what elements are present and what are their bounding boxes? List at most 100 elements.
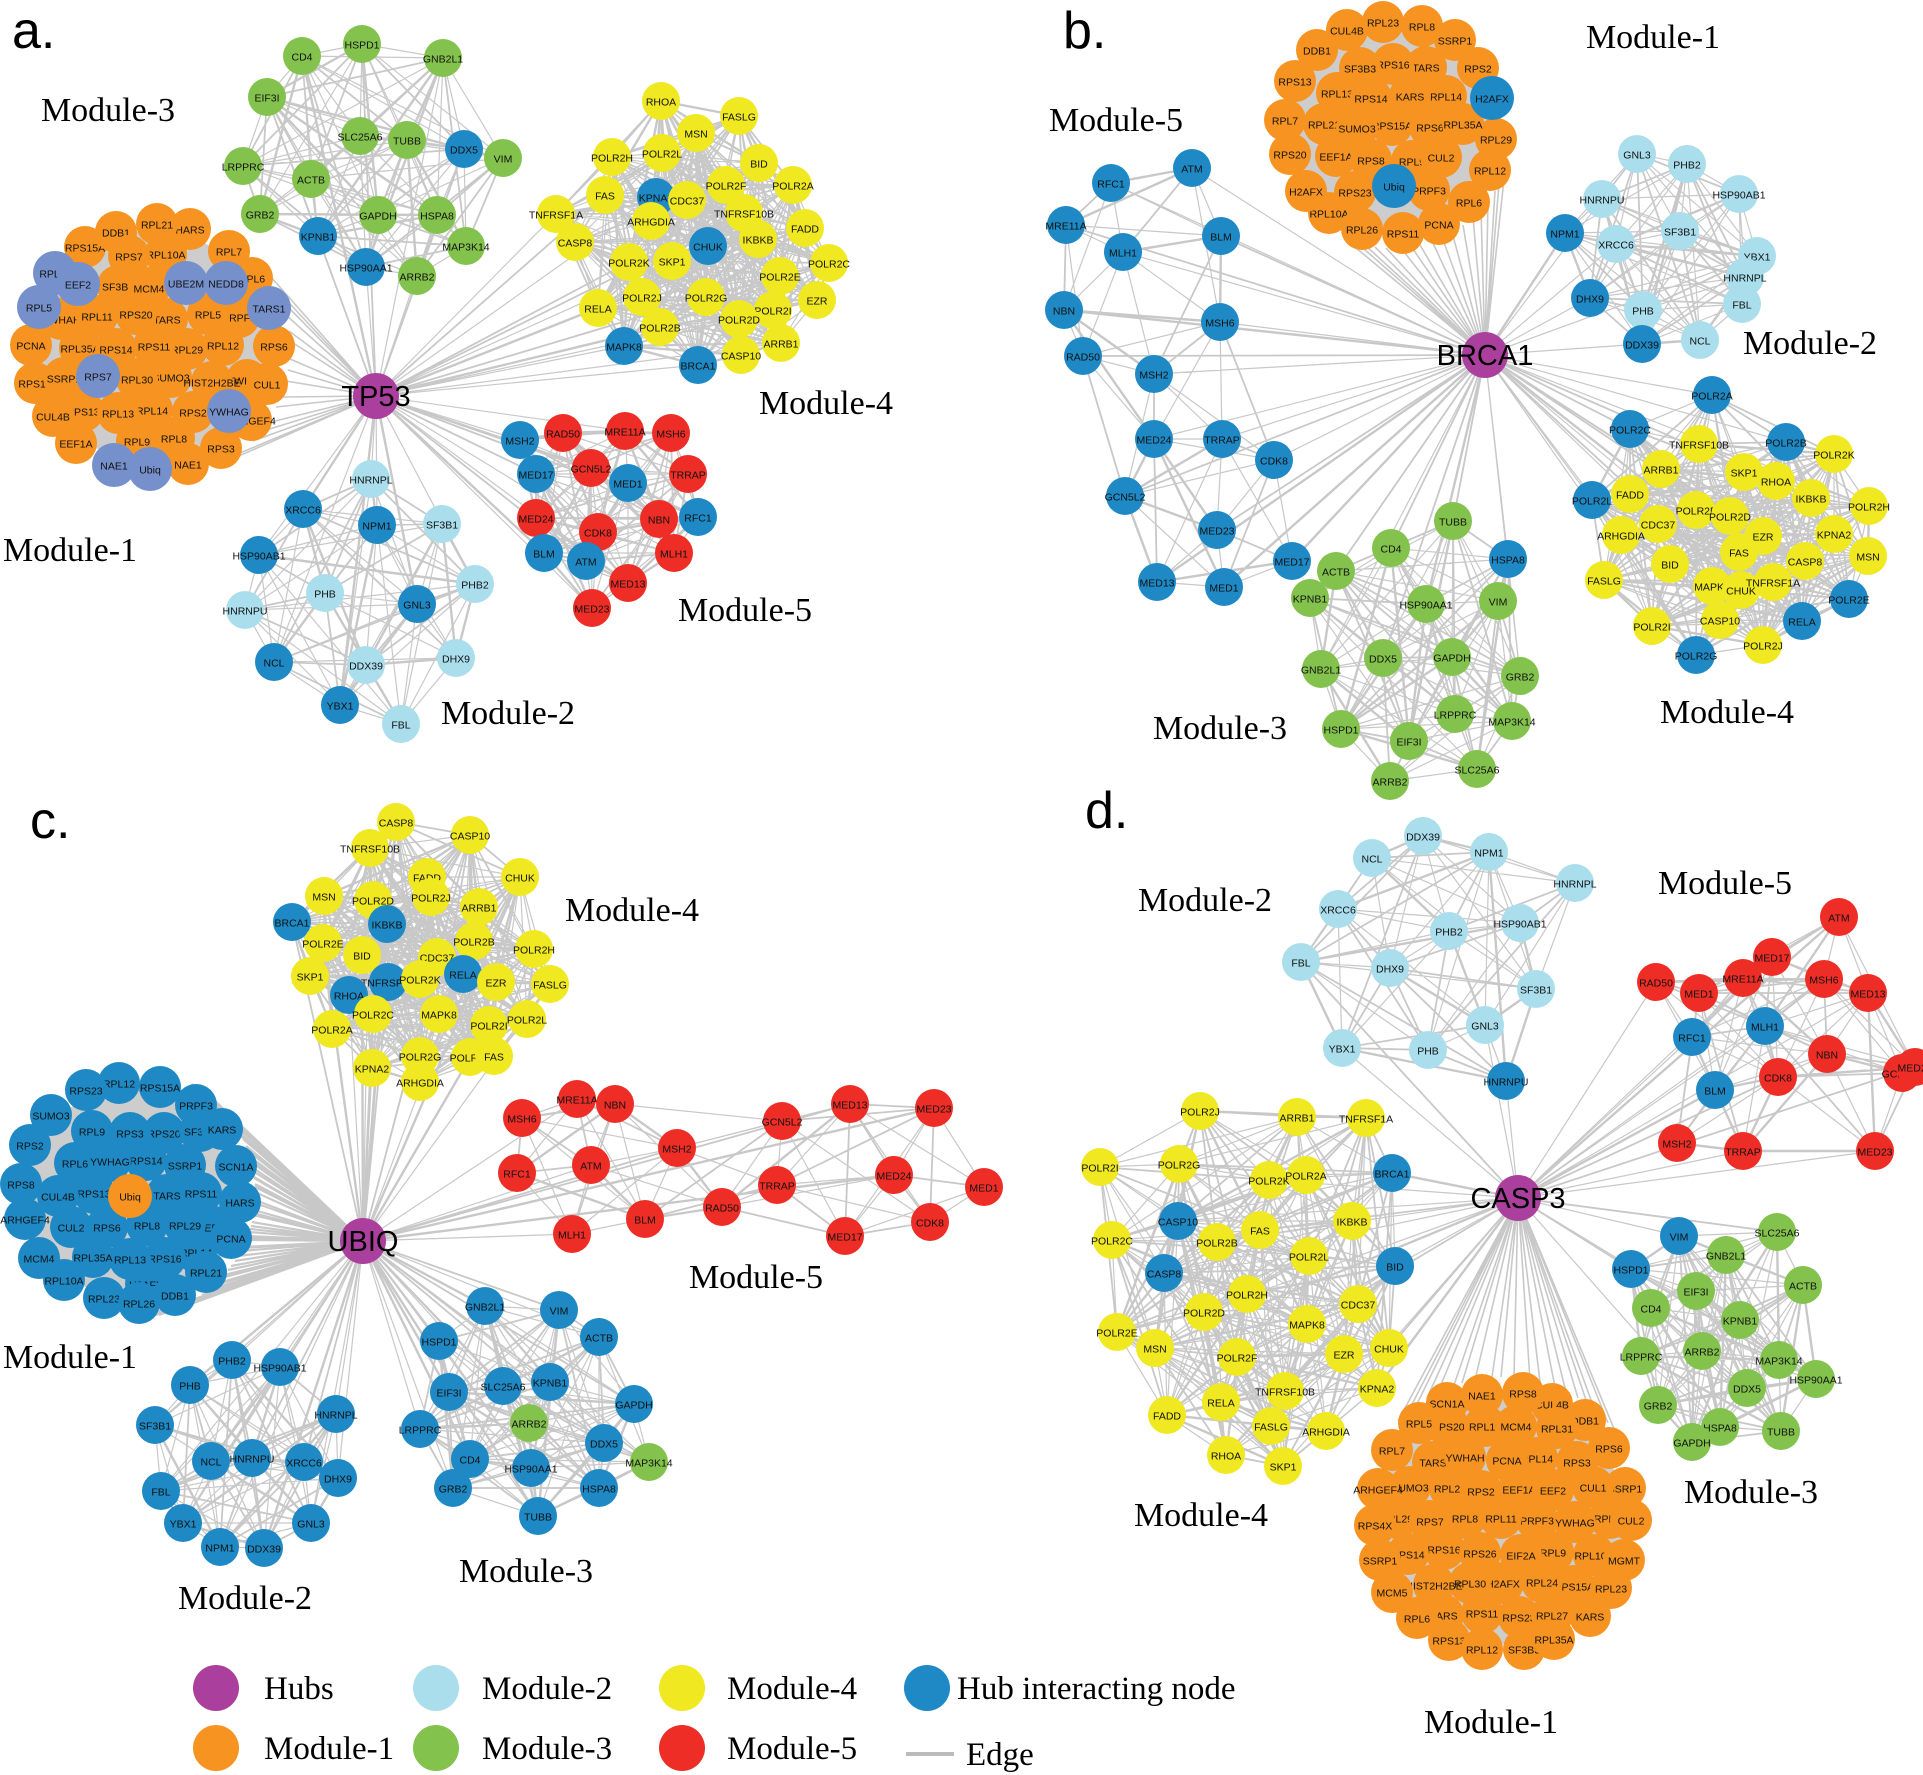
svg-text:POLR2K: POLR2K	[1813, 450, 1854, 462]
svg-text:RPL26: RPL26	[1346, 225, 1378, 237]
svg-text:RPL35A: RPL35A	[60, 344, 99, 356]
svg-text:PRPF3: PRPF3	[222, 313, 256, 325]
svg-text:PHB2: PHB2	[461, 580, 489, 592]
svg-text:POLR2D: POLR2D	[1709, 512, 1751, 524]
svg-text:RPS3: RPS3	[207, 444, 235, 456]
svg-text:MED23: MED23	[916, 1104, 951, 1116]
svg-text:EIF3I: EIF3I	[436, 1388, 461, 1400]
svg-text:SF3B1: SF3B1	[426, 520, 458, 532]
svg-text:TRRAP: TRRAP	[1725, 1147, 1761, 1159]
svg-text:ARHGDIA: ARHGDIA	[396, 1078, 444, 1090]
svg-text:POLR2G: POLR2G	[1675, 651, 1718, 663]
svg-text:MED1: MED1	[969, 1183, 998, 1195]
svg-text:RPS23: RPS23	[69, 1086, 102, 1098]
svg-text:RPS2: RPS2	[1467, 1487, 1495, 1499]
svg-text:SLC25A6: SLC25A6	[1755, 1228, 1800, 1240]
svg-text:MSN: MSN	[684, 129, 707, 141]
svg-text:EEF1A: EEF1A	[1319, 152, 1352, 164]
svg-text:NAE1: NAE1	[1468, 1391, 1496, 1403]
svg-text:ACTB: ACTB	[1789, 1281, 1817, 1293]
svg-text:RPS14: RPS14	[129, 1156, 162, 1168]
svg-text:CHUK: CHUK	[505, 873, 535, 885]
svg-text:RPL35A: RPL35A	[73, 1253, 112, 1265]
svg-text:XRCC6: XRCC6	[286, 1458, 322, 1470]
svg-text:RPL5: RPL5	[1406, 1419, 1432, 1431]
svg-text:GRB2: GRB2	[1644, 1401, 1673, 1413]
svg-text:RPS11: RPS11	[185, 1189, 218, 1201]
svg-text:CDC37: CDC37	[1341, 1300, 1376, 1312]
svg-text:DDX39: DDX39	[1406, 832, 1440, 844]
svg-text:MED24: MED24	[876, 1171, 911, 1183]
svg-text:HSP90AA1: HSP90AA1	[1789, 1375, 1842, 1387]
svg-text:CASP10: CASP10	[450, 831, 490, 843]
svg-text:ACTB: ACTB	[297, 175, 325, 187]
svg-text:HNRNPU: HNRNPU	[1484, 1077, 1529, 1089]
svg-text:SCN1A: SCN1A	[1429, 1399, 1464, 1411]
svg-text:Module-4: Module-4	[727, 1671, 857, 1707]
svg-text:SKP1: SKP1	[297, 972, 324, 984]
svg-text:FBL: FBL	[151, 1487, 170, 1499]
svg-text:CASP8: CASP8	[1788, 557, 1823, 569]
svg-text:MCM4: MCM4	[134, 284, 165, 296]
svg-text:MED23: MED23	[1199, 526, 1234, 538]
svg-text:POLR2A: POLR2A	[1691, 391, 1732, 403]
svg-text:SSRP1: SSRP1	[168, 1161, 203, 1173]
svg-text:ARHGEF4: ARHGEF4	[0, 1215, 50, 1227]
svg-text:KPNA2: KPNA2	[1817, 530, 1852, 542]
svg-text:IKBKB: IKBKB	[372, 920, 403, 932]
svg-text:CUL4B: CUL4B	[36, 412, 70, 424]
svg-text:FAS: FAS	[484, 1052, 504, 1064]
svg-text:POLR2F: POLR2F	[1217, 1353, 1258, 1365]
svg-text:CASP8: CASP8	[1147, 1269, 1182, 1281]
svg-text:RPL13: RPL13	[102, 409, 134, 421]
svg-text:MSH6: MSH6	[656, 429, 685, 441]
svg-text:ARRB1: ARRB1	[1643, 465, 1678, 477]
svg-text:BRCA1: BRCA1	[1374, 1169, 1409, 1181]
svg-text:NBN: NBN	[1816, 1050, 1838, 1062]
svg-text:LRPPRC: LRPPRC	[1620, 1352, 1663, 1364]
svg-text:POLR2I: POLR2I	[1081, 1163, 1118, 1175]
svg-text:PHB2: PHB2	[1435, 927, 1463, 939]
svg-text:DDX5: DDX5	[1733, 1384, 1761, 1396]
svg-text:SSRP1: SSRP1	[1363, 1556, 1398, 1568]
svg-text:PHB: PHB	[1632, 306, 1654, 318]
svg-text:ARHGDIA: ARHGDIA	[1597, 531, 1645, 543]
svg-text:POLR2B: POLR2B	[1196, 1238, 1237, 1250]
svg-text:RPL8: RPL8	[1409, 22, 1435, 34]
svg-text:MAP3K14: MAP3K14	[1755, 1356, 1802, 1368]
svg-text:RPS6: RPS6	[260, 342, 288, 354]
svg-text:LRPPRC: LRPPRC	[399, 1425, 442, 1437]
svg-text:SLC25A6: SLC25A6	[1455, 765, 1500, 777]
svg-text:LRPPRC: LRPPRC	[1434, 710, 1477, 722]
svg-text:HNRNPU: HNRNPU	[230, 1454, 275, 1466]
svg-text:PCNA: PCNA	[16, 341, 45, 353]
svg-text:CUL2: CUL2	[1618, 1516, 1645, 1528]
svg-text:RPS6: RPS6	[1416, 123, 1444, 135]
svg-text:PHB: PHB	[1417, 1046, 1439, 1058]
svg-text:GNB2L1: GNB2L1	[1706, 1251, 1746, 1263]
svg-text:KARS: KARS	[1396, 92, 1425, 104]
svg-text:CDC37: CDC37	[420, 953, 455, 965]
svg-text:GAPDH: GAPDH	[615, 1400, 652, 1412]
svg-text:DHX9: DHX9	[442, 654, 470, 666]
svg-text:RPL8: RPL8	[1452, 1514, 1478, 1526]
svg-text:RPS13: RPS13	[1278, 77, 1311, 89]
svg-text:SF3B1: SF3B1	[1520, 985, 1552, 997]
svg-text:Ubiq: Ubiq	[1383, 182, 1405, 194]
svg-text:VIM: VIM	[1670, 1232, 1689, 1244]
svg-text:YWHAH: YWHAH	[1445, 1453, 1484, 1465]
svg-text:MRE11A: MRE11A	[556, 1095, 597, 1107]
svg-text:BID: BID	[1661, 560, 1679, 572]
svg-text:BLM: BLM	[1210, 232, 1232, 244]
svg-text:RPS16: RPS16	[1376, 60, 1409, 72]
svg-text:RPS26: RPS26	[1463, 1549, 1496, 1561]
svg-text:EEF2: EEF2	[65, 280, 91, 292]
svg-text:TARS: TARS	[153, 315, 180, 327]
svg-text:ATM: ATM	[1181, 164, 1202, 176]
svg-text:PCNA: PCNA	[216, 1234, 245, 1246]
svg-text:GRB2: GRB2	[246, 210, 275, 222]
svg-text:Module-1: Module-1	[3, 532, 137, 569]
svg-text:KARS: KARS	[208, 1125, 237, 1137]
svg-text:Module-5: Module-5	[689, 1259, 823, 1296]
svg-text:PRPF3: PRPF3	[179, 1101, 213, 1113]
